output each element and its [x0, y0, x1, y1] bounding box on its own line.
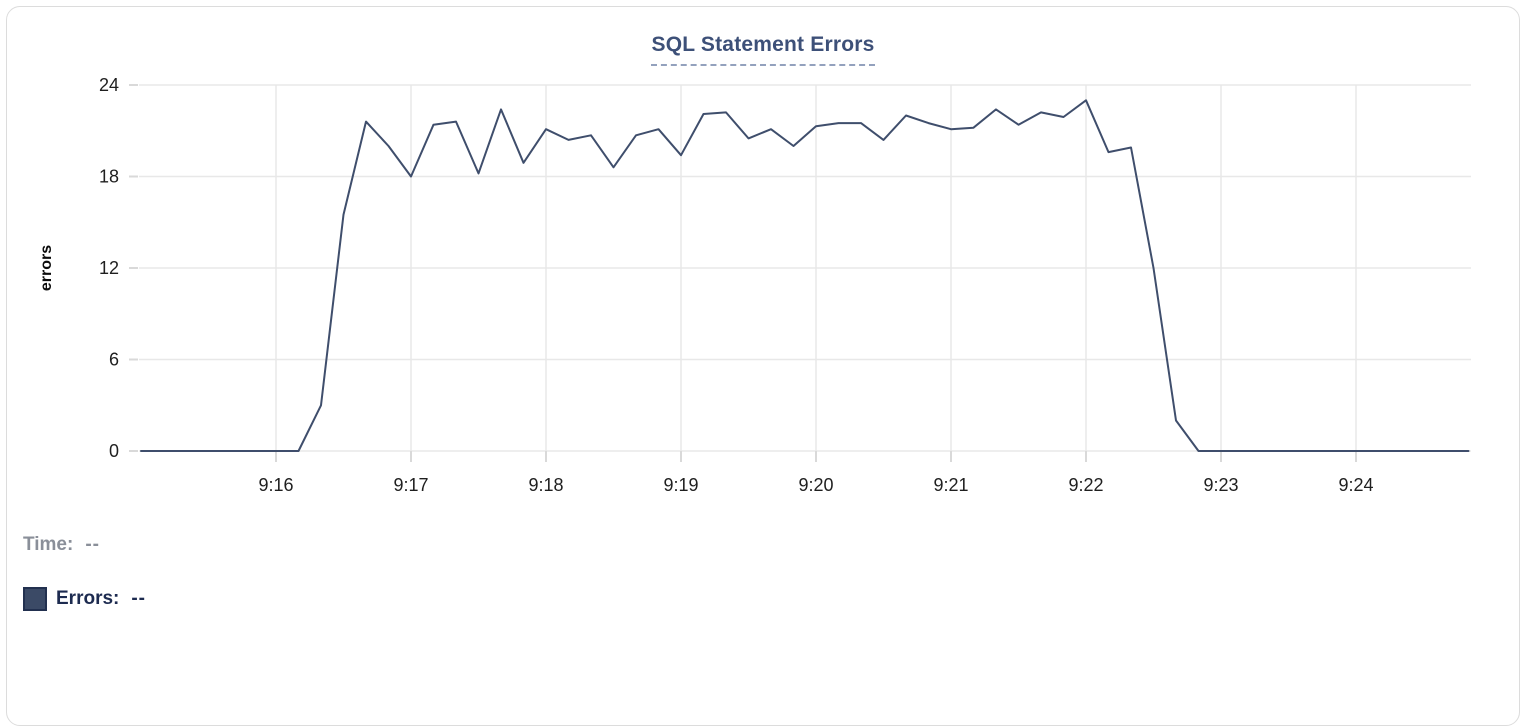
chart-card: 0 6 12 18 24 9:16 9:17 9:18 9:19 9:20 9:21 9:22 9:23… [6, 6, 1520, 726]
y-tick-label: 6 [109, 350, 119, 370]
chart-legend: Time: -- Errors: -- [23, 531, 146, 639]
errors-label: Errors: [56, 588, 120, 609]
chart-header: SQL Statement Errors [7, 33, 1519, 66]
errors-line-series [140, 99, 1470, 452]
errors-series-swatch [23, 587, 47, 611]
x-tick-label: 9:16 [258, 475, 293, 495]
sql-errors-line-chart[interactable]: 0 6 12 18 24 9:16 9:17 9:18 9:19 9:20 9:21 9:22 9:23… [7, 7, 1521, 517]
errors-value: -- [131, 588, 147, 609]
y-tick-label: 0 [109, 441, 119, 461]
x-tick-label: 9:19 [663, 475, 698, 495]
time-label: Time: [23, 534, 74, 555]
y-tick-label: 24 [99, 75, 119, 95]
x-tick-label: 9:18 [528, 475, 563, 495]
y-axis-label: errors [38, 245, 55, 291]
x-tick-label: 9:24 [1338, 475, 1373, 495]
tooltip-time-row: Time: -- [23, 531, 146, 559]
time-value: -- [85, 534, 100, 555]
chart-title[interactable]: SQL Statement Errors [651, 33, 875, 66]
y-tick-label: 18 [99, 167, 119, 187]
legend-errors-row[interactable]: Errors: -- [23, 585, 146, 613]
y-tick-label: 12 [99, 258, 119, 278]
x-tick-label: 9:23 [1203, 475, 1238, 495]
x-tick-label: 9:22 [1068, 475, 1103, 495]
x-tick-label: 9:20 [798, 475, 833, 495]
x-tick-label: 9:21 [933, 475, 968, 495]
x-tick-label: 9:17 [393, 475, 428, 495]
